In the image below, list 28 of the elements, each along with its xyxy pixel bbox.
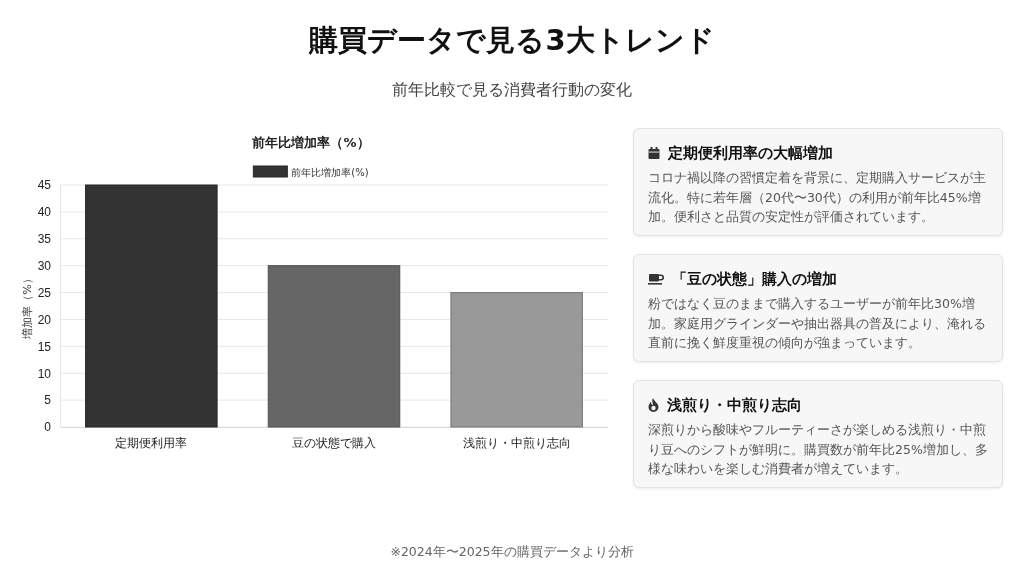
text: 浅煎り・中煎り志向 [667,396,802,415]
text: 前年比較で見る消費者行動の変化 [391,79,633,101]
legend-label: 前年比増加率(%) [291,167,369,178]
text: ※2024年〜2025年の購買データより分析 [389,543,635,561]
y-tick-label: 40 [37,205,52,220]
y-tick-label: 30 [37,259,52,274]
y-axis-title: 増加率（%） [21,273,34,340]
text: 定期便利用率の大幅増加 [668,144,833,163]
y-tick-label: 25 [37,285,52,300]
bar [85,184,218,428]
y-tick-label: 35 [37,232,52,247]
y-tick-label: 20 [37,312,52,327]
bar [450,292,583,428]
text: コロナ禍以降の習慣定着を背景に、定期購入サービスが主流化。特に若年層（20代〜30代）の利用が前年比45%増加。便利さと品質の安定性が評価されています。 [648,169,987,226]
text: 「豆の状態」購入の増加 [672,270,837,289]
y-tick-label: 0 [44,420,52,435]
x-tick-label: 浅煎り・中煎り志向 [462,435,571,450]
y-tick-label: 45 [37,178,52,193]
chart-title: 前年比増加率（%） [251,135,370,150]
y-tick-label: 5 [44,393,52,408]
text: 深煎りから酸味やフルーティーさが楽しめる浅煎り・中煎り豆へのシフトが鮮明に。購買数が前年比25%増加し、多様な味わいを楽しむ消費者が増えています。 [648,421,988,478]
text: 購買データで見る3大トレンド [307,22,716,58]
x-tick-label: 豆の状態で購入 [292,435,376,450]
y-tick-label: 10 [37,366,52,381]
text: 粉ではなく豆のままで購入するユーザーが前年比30%増加。家庭用グラインダーや抽出器具の普及により、淹れる直前に挽く鮮度重視の傾向が強まっています。 [648,295,987,352]
y-tick-label: 15 [37,339,52,354]
x-tick-label: 定期便利用率 [115,435,188,450]
bar [267,265,401,428]
